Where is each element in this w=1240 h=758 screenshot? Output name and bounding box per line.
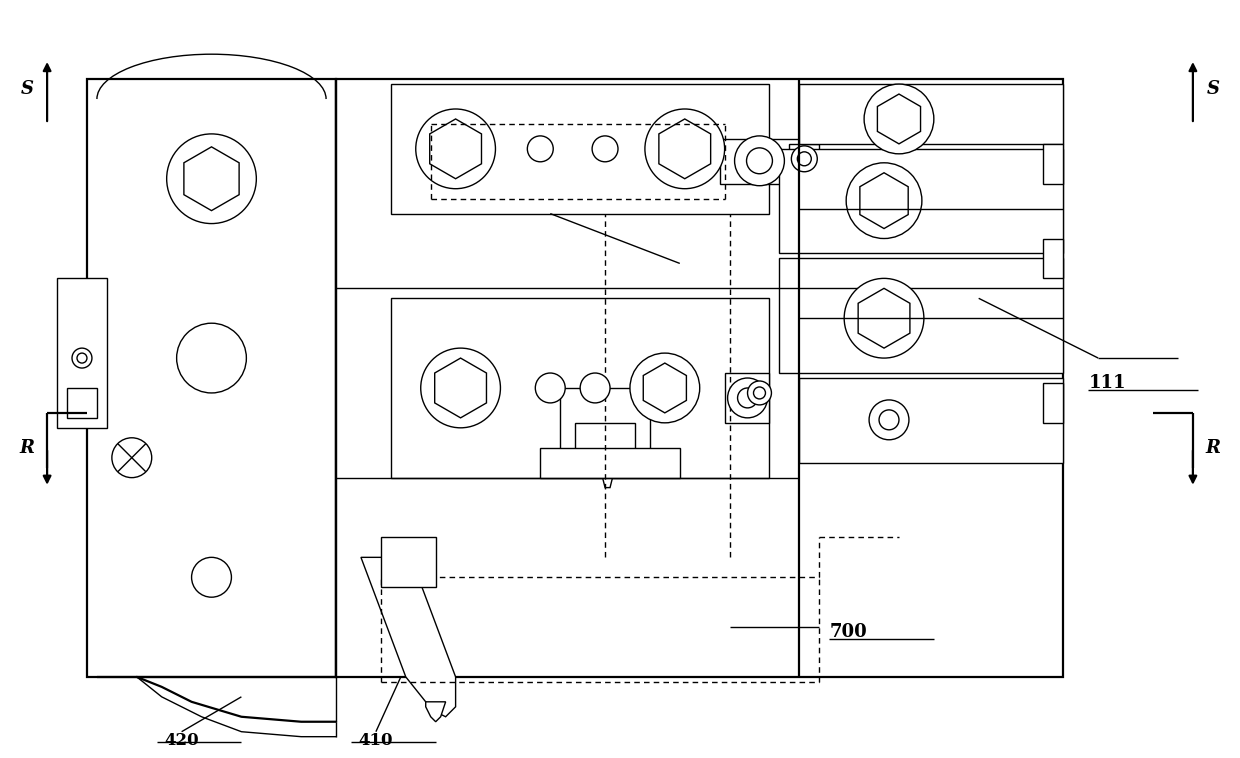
Bar: [790, 144, 820, 174]
Bar: [780, 149, 1064, 253]
Bar: [800, 378, 1064, 462]
Text: R: R: [20, 439, 35, 457]
Bar: [1043, 239, 1064, 278]
Circle shape: [748, 381, 771, 405]
Circle shape: [734, 136, 785, 186]
Bar: [87, 79, 336, 677]
Polygon shape: [425, 702, 445, 722]
Circle shape: [738, 388, 758, 408]
Polygon shape: [858, 288, 910, 348]
Circle shape: [844, 278, 924, 358]
Circle shape: [580, 373, 610, 403]
Bar: [67, 388, 97, 418]
Polygon shape: [600, 468, 615, 487]
Text: 410: 410: [358, 731, 393, 749]
Polygon shape: [878, 94, 920, 144]
Circle shape: [864, 84, 934, 154]
Bar: [541, 448, 680, 478]
Bar: [780, 258, 1064, 373]
Circle shape: [846, 163, 921, 239]
Bar: [97, 99, 326, 667]
Polygon shape: [430, 119, 481, 179]
Circle shape: [527, 136, 553, 161]
Circle shape: [77, 353, 87, 363]
Circle shape: [728, 378, 768, 418]
Circle shape: [72, 348, 92, 368]
Circle shape: [536, 373, 565, 403]
Bar: [57, 278, 107, 428]
Circle shape: [176, 323, 247, 393]
Bar: [1043, 144, 1064, 183]
Circle shape: [191, 557, 232, 597]
Bar: [381, 537, 435, 587]
Polygon shape: [658, 119, 711, 179]
Circle shape: [420, 348, 501, 428]
Polygon shape: [644, 363, 687, 413]
Text: R: R: [1205, 439, 1220, 457]
Circle shape: [112, 438, 151, 478]
Polygon shape: [184, 147, 239, 211]
Circle shape: [645, 109, 724, 189]
Circle shape: [630, 353, 699, 423]
Circle shape: [879, 410, 899, 430]
Bar: [800, 84, 1064, 144]
Text: 420: 420: [164, 731, 198, 749]
Circle shape: [754, 387, 765, 399]
Bar: [391, 84, 770, 214]
Circle shape: [166, 134, 257, 224]
Polygon shape: [859, 173, 908, 229]
Polygon shape: [435, 358, 486, 418]
Bar: [336, 79, 1064, 677]
Circle shape: [746, 148, 773, 174]
Circle shape: [415, 109, 496, 189]
Circle shape: [797, 152, 811, 166]
Text: 111: 111: [1089, 374, 1126, 392]
Polygon shape: [361, 557, 455, 717]
Circle shape: [869, 400, 909, 440]
Bar: [575, 423, 635, 462]
Circle shape: [791, 146, 817, 172]
Bar: [719, 139, 800, 183]
Bar: [560, 388, 650, 468]
Text: S: S: [21, 80, 33, 98]
Circle shape: [593, 136, 618, 161]
Bar: [391, 299, 770, 478]
Bar: [1043, 383, 1064, 423]
Bar: [724, 373, 770, 423]
Text: S: S: [1207, 80, 1219, 98]
Text: 700: 700: [830, 623, 867, 641]
Circle shape: [870, 96, 906, 132]
Circle shape: [880, 105, 898, 123]
